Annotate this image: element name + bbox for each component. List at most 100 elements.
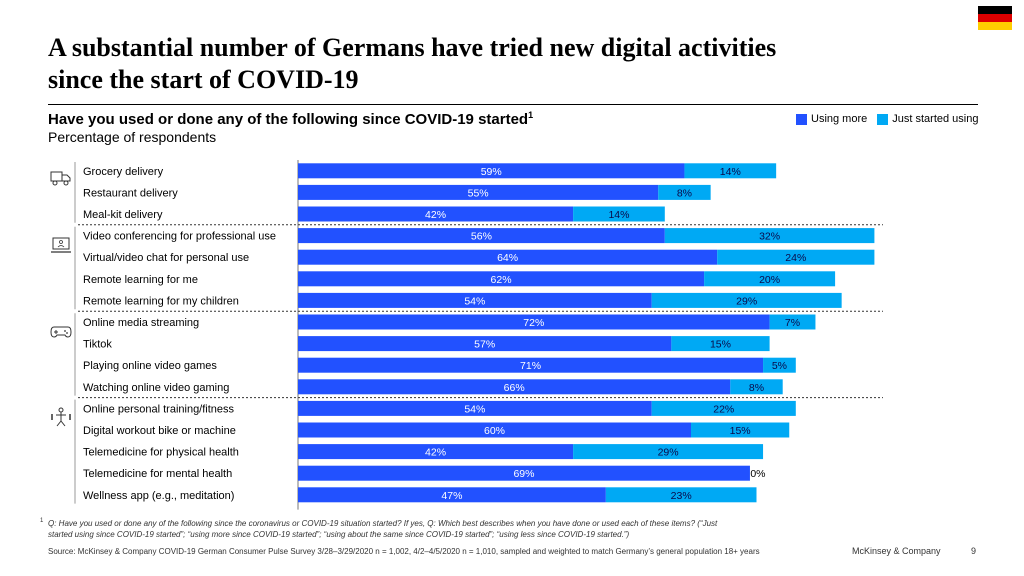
bar-just-started xyxy=(605,487,757,503)
data-label-using-more: 42% xyxy=(425,209,446,221)
bar-using-more xyxy=(298,465,750,481)
category-label: Watching online video gaming xyxy=(83,382,229,394)
data-label-just-started: 23% xyxy=(671,490,692,502)
category-label: Online media streaming xyxy=(83,317,199,329)
data-label-using-more: 66% xyxy=(504,382,525,394)
health-icon xyxy=(51,407,71,427)
bar-using-more xyxy=(298,444,574,460)
category-label: Restaurant delivery xyxy=(83,187,178,199)
legend-label-just-started: Just started using xyxy=(892,113,979,125)
bar-using-more xyxy=(298,487,606,503)
bar-using-more xyxy=(298,163,685,179)
footnote-mark: 1 xyxy=(40,518,44,524)
data-label-using-more: 56% xyxy=(471,231,492,243)
bar-just-started xyxy=(651,400,796,416)
data-label-just-started: 15% xyxy=(710,339,731,351)
data-label-using-more: 55% xyxy=(468,187,489,199)
data-label-just-started: 7% xyxy=(785,317,800,329)
data-label-using-more: 62% xyxy=(491,274,512,286)
bar-using-more xyxy=(298,292,652,308)
title-divider xyxy=(48,104,978,105)
bar-using-more xyxy=(298,228,665,244)
bar-just-started xyxy=(573,206,665,222)
data-label-using-more: 64% xyxy=(497,252,518,264)
data-label-just-started: 32% xyxy=(759,231,780,243)
data-label-just-started: 22% xyxy=(713,403,734,415)
title-line-2: since the start of COVID-19 xyxy=(48,65,359,94)
bar-just-started xyxy=(671,336,770,352)
gamepad-icon xyxy=(50,326,72,338)
data-label-just-started: 8% xyxy=(677,187,692,199)
bar-just-started xyxy=(573,444,764,460)
data-label-using-more: 69% xyxy=(513,468,534,480)
data-label-just-started: 24% xyxy=(785,252,806,264)
data-label-using-more: 54% xyxy=(464,403,485,415)
flag-stripe-black xyxy=(978,6,1012,14)
bar-using-more xyxy=(298,184,659,200)
data-label-just-started: 29% xyxy=(658,447,679,459)
data-label-using-more: 47% xyxy=(441,490,462,502)
data-label-just-started: 0% xyxy=(750,468,765,480)
bar-just-started xyxy=(704,271,836,287)
legend-swatch-just-started xyxy=(877,113,889,125)
category-label: Playing online video games xyxy=(83,360,217,372)
category-label: Remote learning for me xyxy=(83,274,198,286)
category-label: Grocery delivery xyxy=(83,166,164,178)
chart-question: Have you used or done any of the followi… xyxy=(48,110,533,128)
source-note: Source: McKinsey & Company COVID-19 Germ… xyxy=(48,547,760,556)
bar-just-started xyxy=(717,249,875,265)
data-label-using-more: 59% xyxy=(481,166,502,178)
chart-unit-label: Percentage of respondents xyxy=(48,129,217,145)
bar-just-started xyxy=(651,292,842,308)
chart-question-text: Have you used or done any of the followi… xyxy=(48,111,529,128)
category-label: Tiktok xyxy=(83,339,112,351)
bar-just-started xyxy=(730,379,783,395)
title-line-1: A substantial number of Germans have tri… xyxy=(48,33,777,62)
bar-just-started xyxy=(664,228,875,244)
bar-just-started xyxy=(769,314,816,330)
bar-using-more xyxy=(298,336,672,352)
data-label-just-started: 14% xyxy=(720,166,741,178)
category-label: Online personal training/fitness xyxy=(83,403,235,415)
legend-item-just-started: Just started using xyxy=(877,113,978,125)
footnote-line-2: started using since COVID-19 started”; “… xyxy=(48,530,630,539)
bar-just-started xyxy=(658,184,711,200)
page-number: 9 xyxy=(971,546,977,556)
category-label: Telemedicine for physical health xyxy=(83,447,239,459)
category-label: Video conferencing for professional use xyxy=(83,231,276,243)
legend-label-using-more: Using more xyxy=(811,113,868,125)
flag-stripe-gold xyxy=(978,22,1012,30)
data-label-using-more: 42% xyxy=(425,447,446,459)
flag-stripe-red xyxy=(978,14,1012,22)
chart-question-footnote-mark: 1 xyxy=(528,110,534,120)
page-title: A substantial number of Germans have tri… xyxy=(48,32,978,96)
footnote-line-1: Q: Have you used or done any of the foll… xyxy=(48,519,718,528)
category-label: Digital workout bike or machine xyxy=(83,425,236,437)
legend-swatch-using-more xyxy=(796,113,807,125)
bar-just-started xyxy=(763,357,796,373)
bar-using-more xyxy=(298,357,764,373)
data-label-just-started: 5% xyxy=(772,360,787,372)
bar-using-more xyxy=(298,314,770,330)
laptop-icon xyxy=(51,237,71,253)
bar-using-more xyxy=(298,422,691,438)
data-label-just-started: 8% xyxy=(749,382,764,394)
delivery-icon xyxy=(50,171,71,186)
data-label-using-more: 54% xyxy=(464,295,485,307)
category-label: Telemedicine for mental health xyxy=(83,468,232,480)
bar-just-started xyxy=(684,163,777,179)
germany-flag-icon xyxy=(978,6,1012,30)
category-label: Virtual/video chat for personal use xyxy=(83,252,249,264)
bar-just-started xyxy=(691,422,790,438)
data-label-using-more: 57% xyxy=(474,339,495,351)
data-label-just-started: 14% xyxy=(608,209,629,221)
bar-using-more xyxy=(298,379,731,395)
category-label: Wellness app (e.g., meditation) xyxy=(83,490,234,502)
data-label-just-started: 29% xyxy=(736,295,757,307)
data-label-just-started: 15% xyxy=(730,425,751,437)
category-label: Remote learning for my children xyxy=(83,295,239,307)
footnote: 1 Q: Have you used or done any of the fo… xyxy=(40,518,988,540)
brand-name: McKinsey & Company xyxy=(852,546,941,556)
bar-using-more xyxy=(298,400,652,416)
